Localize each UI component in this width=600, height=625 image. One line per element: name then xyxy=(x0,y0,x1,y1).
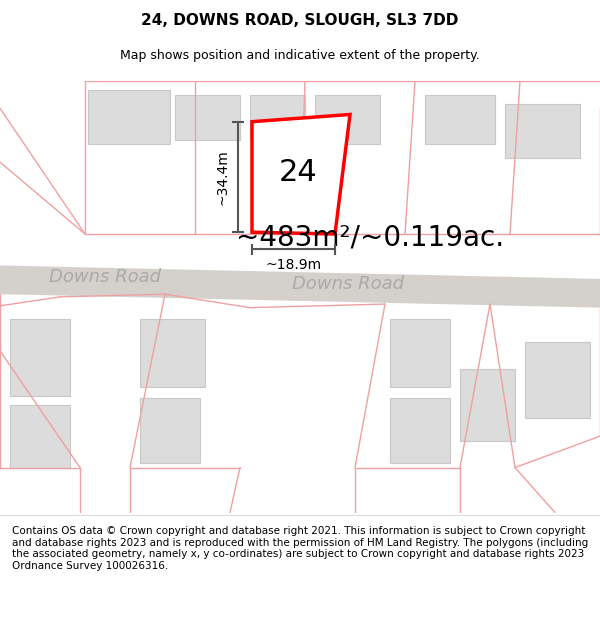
Text: Downs Road: Downs Road xyxy=(49,268,161,286)
Polygon shape xyxy=(390,319,450,387)
Polygon shape xyxy=(250,95,305,139)
Text: ~18.9m: ~18.9m xyxy=(265,258,322,272)
Polygon shape xyxy=(0,266,600,308)
Polygon shape xyxy=(140,319,205,387)
Polygon shape xyxy=(460,369,515,441)
Polygon shape xyxy=(262,194,322,229)
Text: Map shows position and indicative extent of the property.: Map shows position and indicative extent… xyxy=(120,49,480,62)
Polygon shape xyxy=(140,398,200,463)
Text: ~34.4m: ~34.4m xyxy=(216,149,230,205)
Polygon shape xyxy=(10,319,70,396)
Polygon shape xyxy=(10,405,70,468)
Text: 24: 24 xyxy=(278,158,317,188)
Text: ~483m²/~0.119ac.: ~483m²/~0.119ac. xyxy=(236,224,504,252)
Polygon shape xyxy=(425,95,495,144)
Text: 24, DOWNS ROAD, SLOUGH, SL3 7DD: 24, DOWNS ROAD, SLOUGH, SL3 7DD xyxy=(142,12,458,28)
Polygon shape xyxy=(390,398,450,463)
Polygon shape xyxy=(525,342,590,418)
Text: Downs Road: Downs Road xyxy=(292,275,404,293)
Polygon shape xyxy=(88,90,170,144)
Polygon shape xyxy=(505,104,580,158)
Polygon shape xyxy=(252,114,350,234)
Polygon shape xyxy=(262,124,330,153)
Text: Contains OS data © Crown copyright and database right 2021. This information is : Contains OS data © Crown copyright and d… xyxy=(12,526,588,571)
Polygon shape xyxy=(175,95,240,139)
Polygon shape xyxy=(315,95,380,144)
